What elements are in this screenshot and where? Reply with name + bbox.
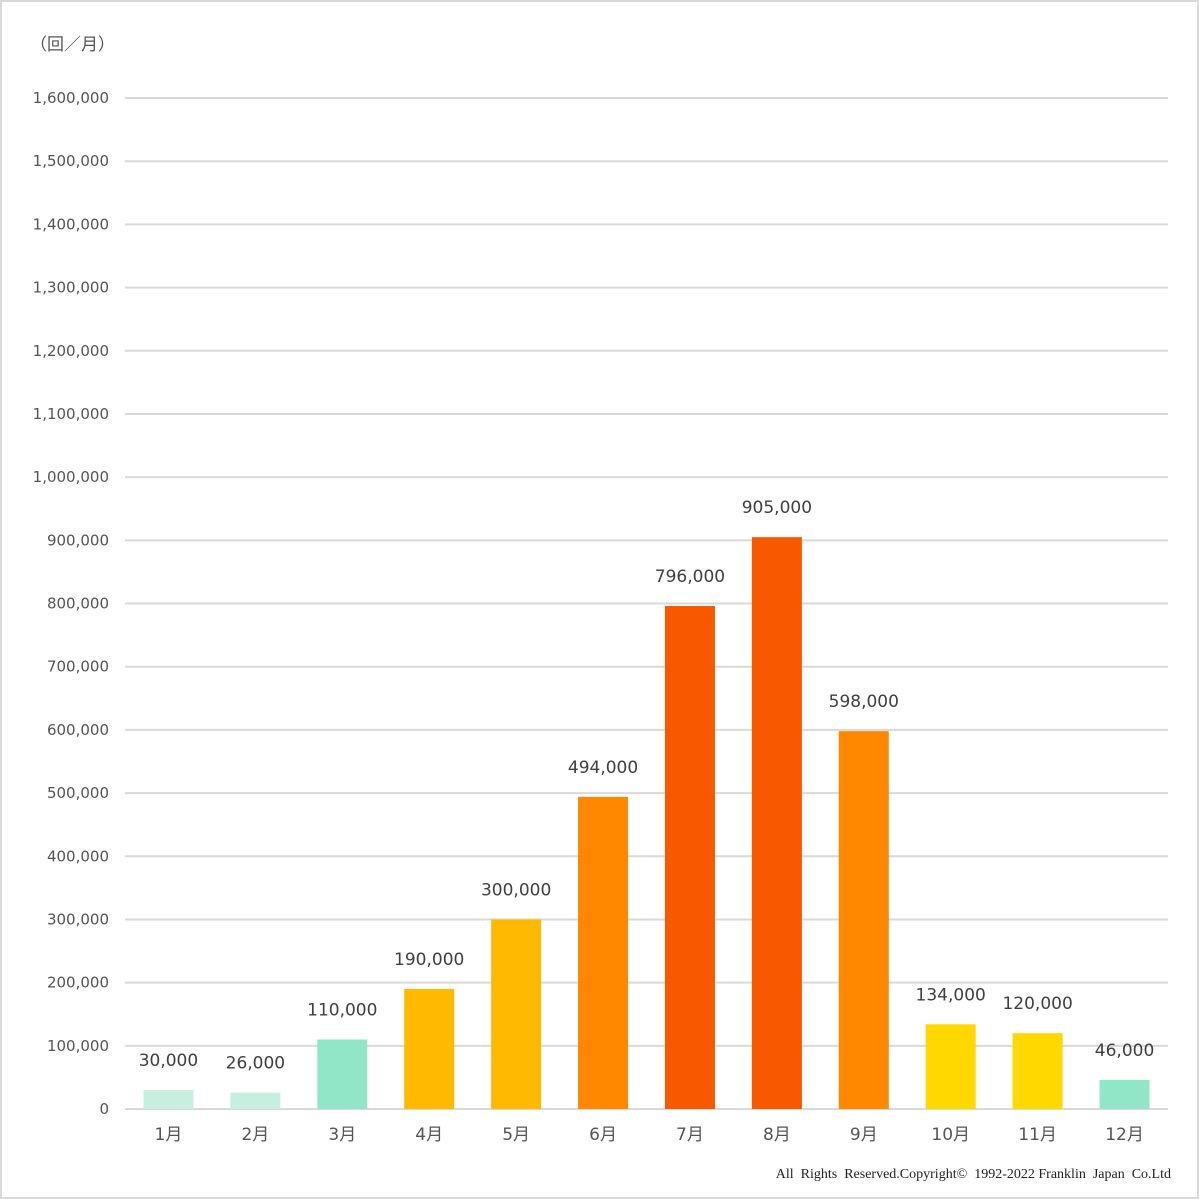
data-label: 300,000	[481, 880, 551, 900]
x-tick-label: 12月	[1105, 1125, 1144, 1145]
data-label: 598,000	[829, 692, 899, 712]
y-tick-label: 1,500,000	[33, 152, 109, 170]
copyright-notice: All Rights Reserved.Copyright© 1992-2022…	[775, 1167, 1171, 1182]
data-label: 46,000	[1095, 1041, 1154, 1061]
x-tick-label: 1月	[155, 1125, 183, 1145]
data-label: 26,000	[226, 1054, 285, 1074]
bar	[230, 1092, 281, 1109]
bar	[1012, 1033, 1063, 1109]
x-tick-label: 3月	[328, 1125, 356, 1145]
data-label: 30,000	[139, 1051, 198, 1071]
bar	[143, 1090, 194, 1109]
x-tick-label: 10月	[931, 1125, 970, 1145]
bar	[925, 1024, 976, 1109]
y-tick-label: 1,000,000	[33, 468, 109, 486]
bar	[664, 606, 715, 1109]
y-tick-label: 700,000	[47, 658, 109, 676]
y-tick-label: 1,400,000	[33, 215, 109, 233]
bar	[1099, 1079, 1150, 1109]
y-tick-label: 1,200,000	[33, 342, 109, 360]
x-tick-label: 8月	[763, 1125, 791, 1145]
x-tick-label: 6月	[589, 1125, 617, 1145]
x-tick-label: 7月	[676, 1125, 704, 1145]
y-tick-label: 1,600,000	[33, 89, 109, 107]
y-tick-label: 900,000	[47, 531, 109, 549]
y-tick-label: 0	[99, 1100, 109, 1118]
y-tick-label: 1,300,000	[33, 279, 109, 297]
bar	[491, 919, 542, 1109]
y-tick-label: 1,100,000	[33, 405, 109, 423]
bar	[404, 988, 455, 1109]
y-tick-label: 100,000	[47, 1037, 109, 1055]
x-tick-label: 11月	[1018, 1125, 1057, 1145]
x-tick-label: 4月	[415, 1125, 443, 1145]
bar	[317, 1039, 368, 1109]
data-label: 494,000	[568, 758, 638, 778]
data-label: 120,000	[1002, 994, 1072, 1014]
y-tick-label: 600,000	[47, 721, 109, 739]
data-label: 905,000	[742, 498, 812, 518]
y-tick-label: 200,000	[47, 974, 109, 992]
y-tick-label: 400,000	[47, 847, 109, 865]
y-tick-label: 300,000	[47, 910, 109, 928]
bar	[838, 731, 889, 1109]
data-label: 134,000	[916, 985, 986, 1005]
x-tick-label: 9月	[850, 1125, 878, 1145]
bar	[578, 796, 629, 1109]
bar	[751, 537, 802, 1109]
y-tick-label: 800,000	[47, 595, 109, 613]
y-axis-unit-label: （回／月）	[30, 35, 115, 55]
x-tick-label: 2月	[241, 1125, 269, 1145]
y-tick-label: 500,000	[47, 784, 109, 802]
data-label: 190,000	[394, 950, 464, 970]
x-tick-label: 5月	[502, 1125, 530, 1145]
data-label: 796,000	[655, 567, 725, 587]
data-label: 110,000	[307, 1000, 377, 1020]
